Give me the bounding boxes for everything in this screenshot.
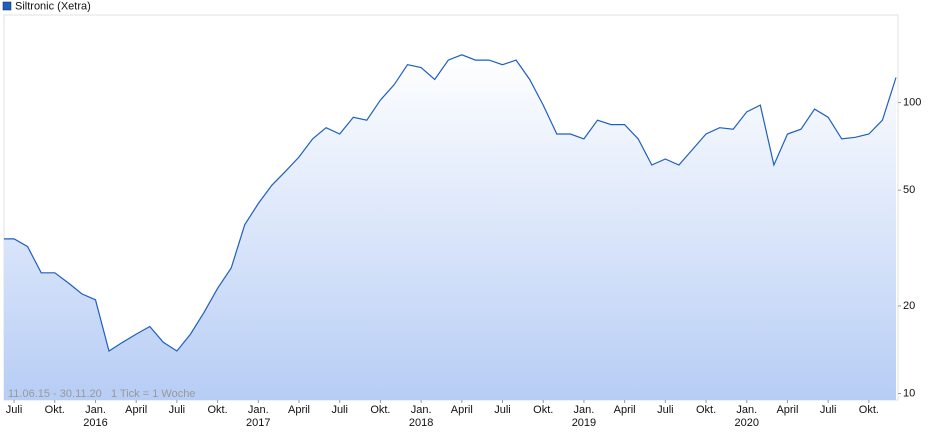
y-tick-label: 20 xyxy=(903,300,915,312)
area-fill xyxy=(4,54,896,400)
x-tick-label: Jan. xyxy=(574,404,595,416)
x-tick-label: April xyxy=(125,404,147,416)
x-year-label: 2017 xyxy=(246,417,270,429)
x-tick-label: Okt. xyxy=(45,404,65,416)
plot-layer xyxy=(4,54,897,400)
x-year-label: 2020 xyxy=(735,417,759,429)
x-tick-label: Jan. xyxy=(411,404,432,416)
x-tick-label: Okt. xyxy=(859,404,879,416)
x-tick-label: Juli xyxy=(657,404,674,416)
x-year-label: 2019 xyxy=(572,417,596,429)
y-tick-label: 100 xyxy=(903,96,921,108)
y-tick-label: 50 xyxy=(903,184,915,196)
x-tick-label: April xyxy=(776,404,798,416)
x-tick-label: Jan. xyxy=(85,404,106,416)
chart-title: Siltronic (Xetra) xyxy=(15,0,91,12)
footnote: 11.06.15 - 30.11.20 1 Tick = 1 Woche xyxy=(8,388,195,400)
x-tick-label: April xyxy=(614,404,636,416)
x-tick-label: Juli xyxy=(331,404,348,416)
x-tick-label: Okt. xyxy=(208,404,228,416)
x-tick-label: April xyxy=(451,404,473,416)
legend-swatch xyxy=(2,1,12,11)
x-year-label: 2016 xyxy=(83,417,107,429)
x-tick-label: Okt. xyxy=(696,404,716,416)
x-tick-label: Jan. xyxy=(248,404,269,416)
x-tick-label: Okt. xyxy=(533,404,553,416)
x-tick-label: Juli xyxy=(820,404,837,416)
x-tick-label: Juli xyxy=(494,404,511,416)
x-tick-label: Okt. xyxy=(370,404,390,416)
y-tick-label: 10 xyxy=(903,387,915,399)
x-year-label: 2018 xyxy=(409,417,433,429)
x-tick-label: Jan. xyxy=(736,404,757,416)
price-line xyxy=(4,54,897,352)
x-tick-label: Juli xyxy=(6,404,23,416)
x-tick-label: Juli xyxy=(169,404,186,416)
x-tick-label: April xyxy=(288,404,310,416)
